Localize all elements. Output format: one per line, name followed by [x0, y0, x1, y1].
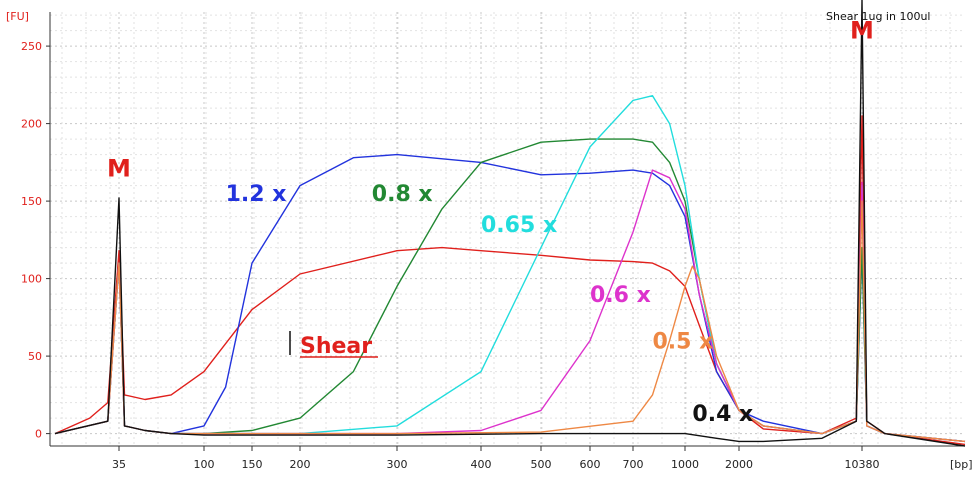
- x-tick-label: 500: [531, 458, 552, 471]
- series-label-0-5-x: 0.5 x: [652, 329, 713, 354]
- x-tick-label: 10380: [845, 458, 880, 471]
- x-tick-label: 300: [387, 458, 408, 471]
- series-label-0-4-x: 0.4 x: [692, 402, 753, 427]
- x-tick-label: 100: [194, 458, 215, 471]
- series-labels: Shear 1.2 x 0.8 x 0.65 x 0.6 x0.5 x 0.4 x M M: [107, 16, 874, 427]
- y-tick-label: 50: [28, 350, 42, 363]
- x-tick-label: 200: [290, 458, 311, 471]
- x-tick-label: 150: [242, 458, 263, 471]
- x-axis-unit-label: [bp]: [950, 458, 973, 471]
- y-tick-label: 100: [21, 273, 42, 286]
- grid-lines: [50, 12, 965, 446]
- x-tick-label: 700: [623, 458, 644, 471]
- y-tick-label: 200: [21, 118, 42, 131]
- y-tick-label: 250: [21, 40, 42, 53]
- y-tick-label: 0: [35, 428, 42, 441]
- series-line-shear: [54, 115, 966, 446]
- marker-label-lower: M: [107, 154, 131, 182]
- x-tick-label: 400: [471, 458, 492, 471]
- chart-title: Shear 1ug in 100ul: [826, 10, 930, 23]
- series-line-0-4-x: [54, 0, 966, 447]
- series-label-0-8-x: 0.8 x: [372, 182, 433, 207]
- axes: 0 50 100 150 200 250 35 100 150 200 300 400 500 600 70…: [21, 12, 965, 471]
- x-tick-label: 600: [580, 458, 601, 471]
- y-tick-label: 150: [21, 195, 42, 208]
- marker-label-upper: M: [850, 16, 874, 44]
- series-label-0-6-x: 0.6 x: [590, 283, 651, 308]
- y-axis-unit-label: [FU]: [6, 10, 29, 23]
- series-label-0-65-x: 0.65 x: [481, 213, 557, 238]
- x-tick-label: 1000: [671, 458, 699, 471]
- series-label-shear: Shear: [300, 334, 372, 359]
- x-tick-label: 2000: [725, 458, 753, 471]
- x-tick-label: 35: [112, 458, 126, 471]
- series-lines: [54, 0, 966, 447]
- series-label-1-2-x: 1.2 x: [226, 182, 287, 207]
